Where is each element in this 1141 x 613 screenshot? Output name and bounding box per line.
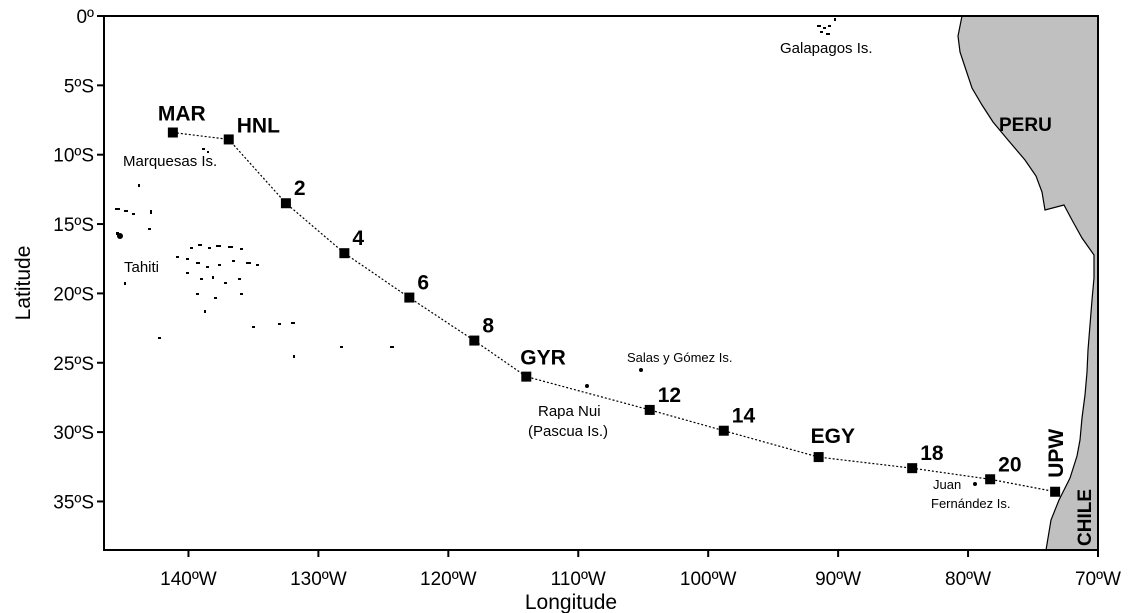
station-label: GYR	[520, 347, 566, 370]
y-tick-label: 15ºS	[53, 215, 94, 236]
station-label: 2	[294, 177, 306, 200]
salas-y-gomez-island-icon	[639, 368, 643, 372]
marquesas-islands-icon	[138, 148, 209, 187]
galapagos-islands-icon	[817, 18, 836, 35]
x-tick-label: 90ºW	[815, 569, 861, 590]
y-tick-label: 10ºS	[53, 146, 94, 167]
station-label: MAR	[158, 103, 206, 126]
land-group	[957, 15, 1099, 551]
station-label: HNL	[237, 114, 280, 137]
place-label-rapa-nui: Rapa Nui	[538, 403, 601, 420]
place-label-pascua: (Pascua Is.)	[528, 423, 608, 440]
place-label-tahiti: Tahiti	[124, 259, 159, 276]
station-label: 8	[482, 315, 494, 338]
rapa-nui-island-icon	[585, 384, 589, 388]
station-label: 12	[658, 384, 681, 407]
x-tick-label: 120ºW	[420, 569, 477, 590]
station-label: 18	[920, 442, 944, 465]
y-tick-label: 35ºS	[53, 492, 94, 513]
y-tick-label: 25ºS	[53, 354, 94, 375]
station-marker	[521, 371, 532, 382]
country-label-peru: PERU	[999, 115, 1052, 136]
station-label: 14	[732, 405, 756, 428]
x-tick-label: 140ºW	[160, 569, 217, 590]
station-label: 20	[998, 453, 1021, 476]
place-label-salas-y-gomez: Salas y Gómez Is.	[627, 350, 732, 365]
x-tick-label: 80ºW	[945, 569, 991, 590]
plot-frame	[103, 15, 1099, 551]
x-tick-label: 110ºW	[551, 569, 606, 590]
y-tick-label: 20ºS	[53, 284, 94, 305]
station-marker	[339, 248, 350, 259]
x-tick-label: 130ºW	[290, 569, 347, 590]
station-marker	[469, 335, 480, 346]
y-axis-title: Latitude	[12, 246, 35, 321]
station-marker	[985, 474, 996, 485]
station-label: 6	[417, 272, 429, 295]
y-tick-label: 30ºS	[53, 423, 94, 444]
station-marker	[907, 463, 918, 474]
station-label: EGY	[811, 425, 855, 448]
x-tick-label: 100ºW	[680, 569, 737, 590]
tahiti-islands-icon	[115, 208, 394, 358]
station-marker	[167, 127, 178, 138]
place-label-fernandez: Fernández Is.	[931, 496, 1011, 511]
station-marker	[404, 292, 415, 303]
x-axis-title: Longitude	[525, 591, 617, 613]
station-marker	[644, 404, 655, 415]
x-tick-label: 70ºW	[1075, 569, 1121, 590]
station-marker	[223, 134, 234, 145]
station-label: 4	[352, 227, 364, 250]
x-axis: 140ºW 130ºW 120ºW 110ºW 100ºW 90ºW 80ºW 70ºW	[160, 550, 1121, 590]
country-label-chile: CHILE	[1075, 489, 1096, 546]
station-marker	[813, 452, 824, 463]
station-marker	[280, 198, 291, 209]
station-marker	[1050, 486, 1061, 497]
y-tick-label: 5ºS	[64, 76, 94, 97]
y-tick-label: 0º	[76, 7, 94, 28]
island-specks	[115, 18, 977, 486]
place-label-galapagos: Galapagos Is.	[780, 40, 873, 57]
place-label-marquesas: Marquesas Is.	[123, 153, 217, 170]
place-label-juan: Juan	[933, 477, 961, 492]
station-label: UPW	[1045, 429, 1068, 478]
juan-fernandez-island-icon	[973, 482, 977, 486]
south-america-land	[957, 15, 1099, 551]
station-marker	[718, 425, 729, 436]
station-markers: MAR HNL 2 4 6 8 GYR 12 14 EGY 18 20 UPW	[158, 103, 1068, 497]
y-axis: 0º 5ºS 10ºS 15ºS 20ºS 25ºS 30ºS 35ºS	[53, 7, 104, 513]
